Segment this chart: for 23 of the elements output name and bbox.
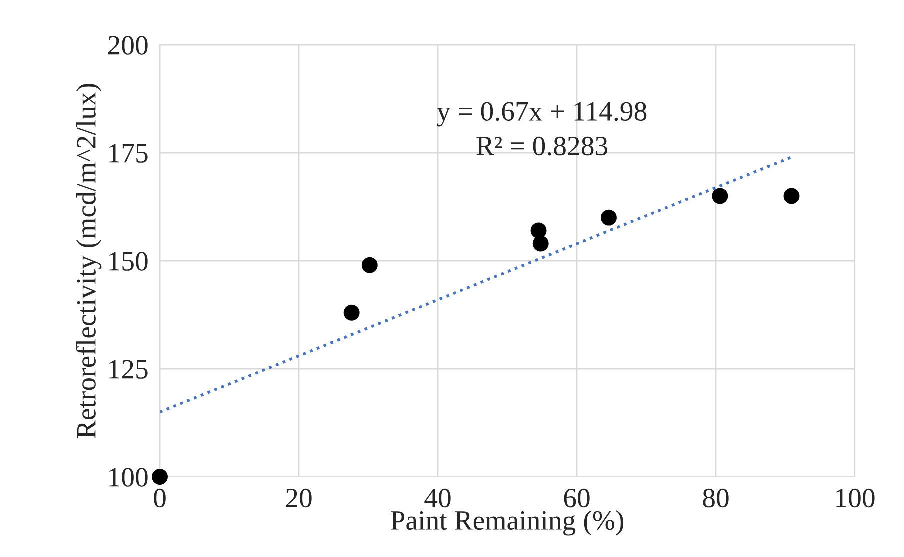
point	[600, 210, 617, 226]
point	[344, 304, 360, 321]
x-tick-label: 0	[154, 488, 166, 508]
y-axis-title: Retroreflectivity (mcd/m^2/lux)	[76, 84, 102, 438]
x-tick-label: 80	[703, 488, 729, 508]
annotation: R² = 0.8283	[476, 136, 608, 156]
y-tick-label: 100	[110, 468, 148, 487]
x-tick-label: 60	[564, 488, 590, 508]
annotation: y = 0.67x + 114.98	[437, 102, 647, 127]
point	[152, 469, 168, 485]
y-tick-label: 150	[110, 252, 148, 271]
x-tick-label: 100	[836, 488, 875, 508]
point	[532, 236, 549, 252]
point	[712, 188, 728, 204]
point	[362, 257, 378, 274]
x-axis-title: Paint Remaining (%)	[391, 510, 624, 536]
x-tick-label: 20	[286, 488, 312, 508]
y-tick-label: 175	[110, 144, 148, 163]
y-tick-label: 125	[110, 360, 148, 379]
point	[530, 222, 547, 239]
y-tick-label: 200	[108, 36, 148, 55]
x-tick-label: 40	[424, 488, 451, 508]
point	[784, 188, 800, 204]
